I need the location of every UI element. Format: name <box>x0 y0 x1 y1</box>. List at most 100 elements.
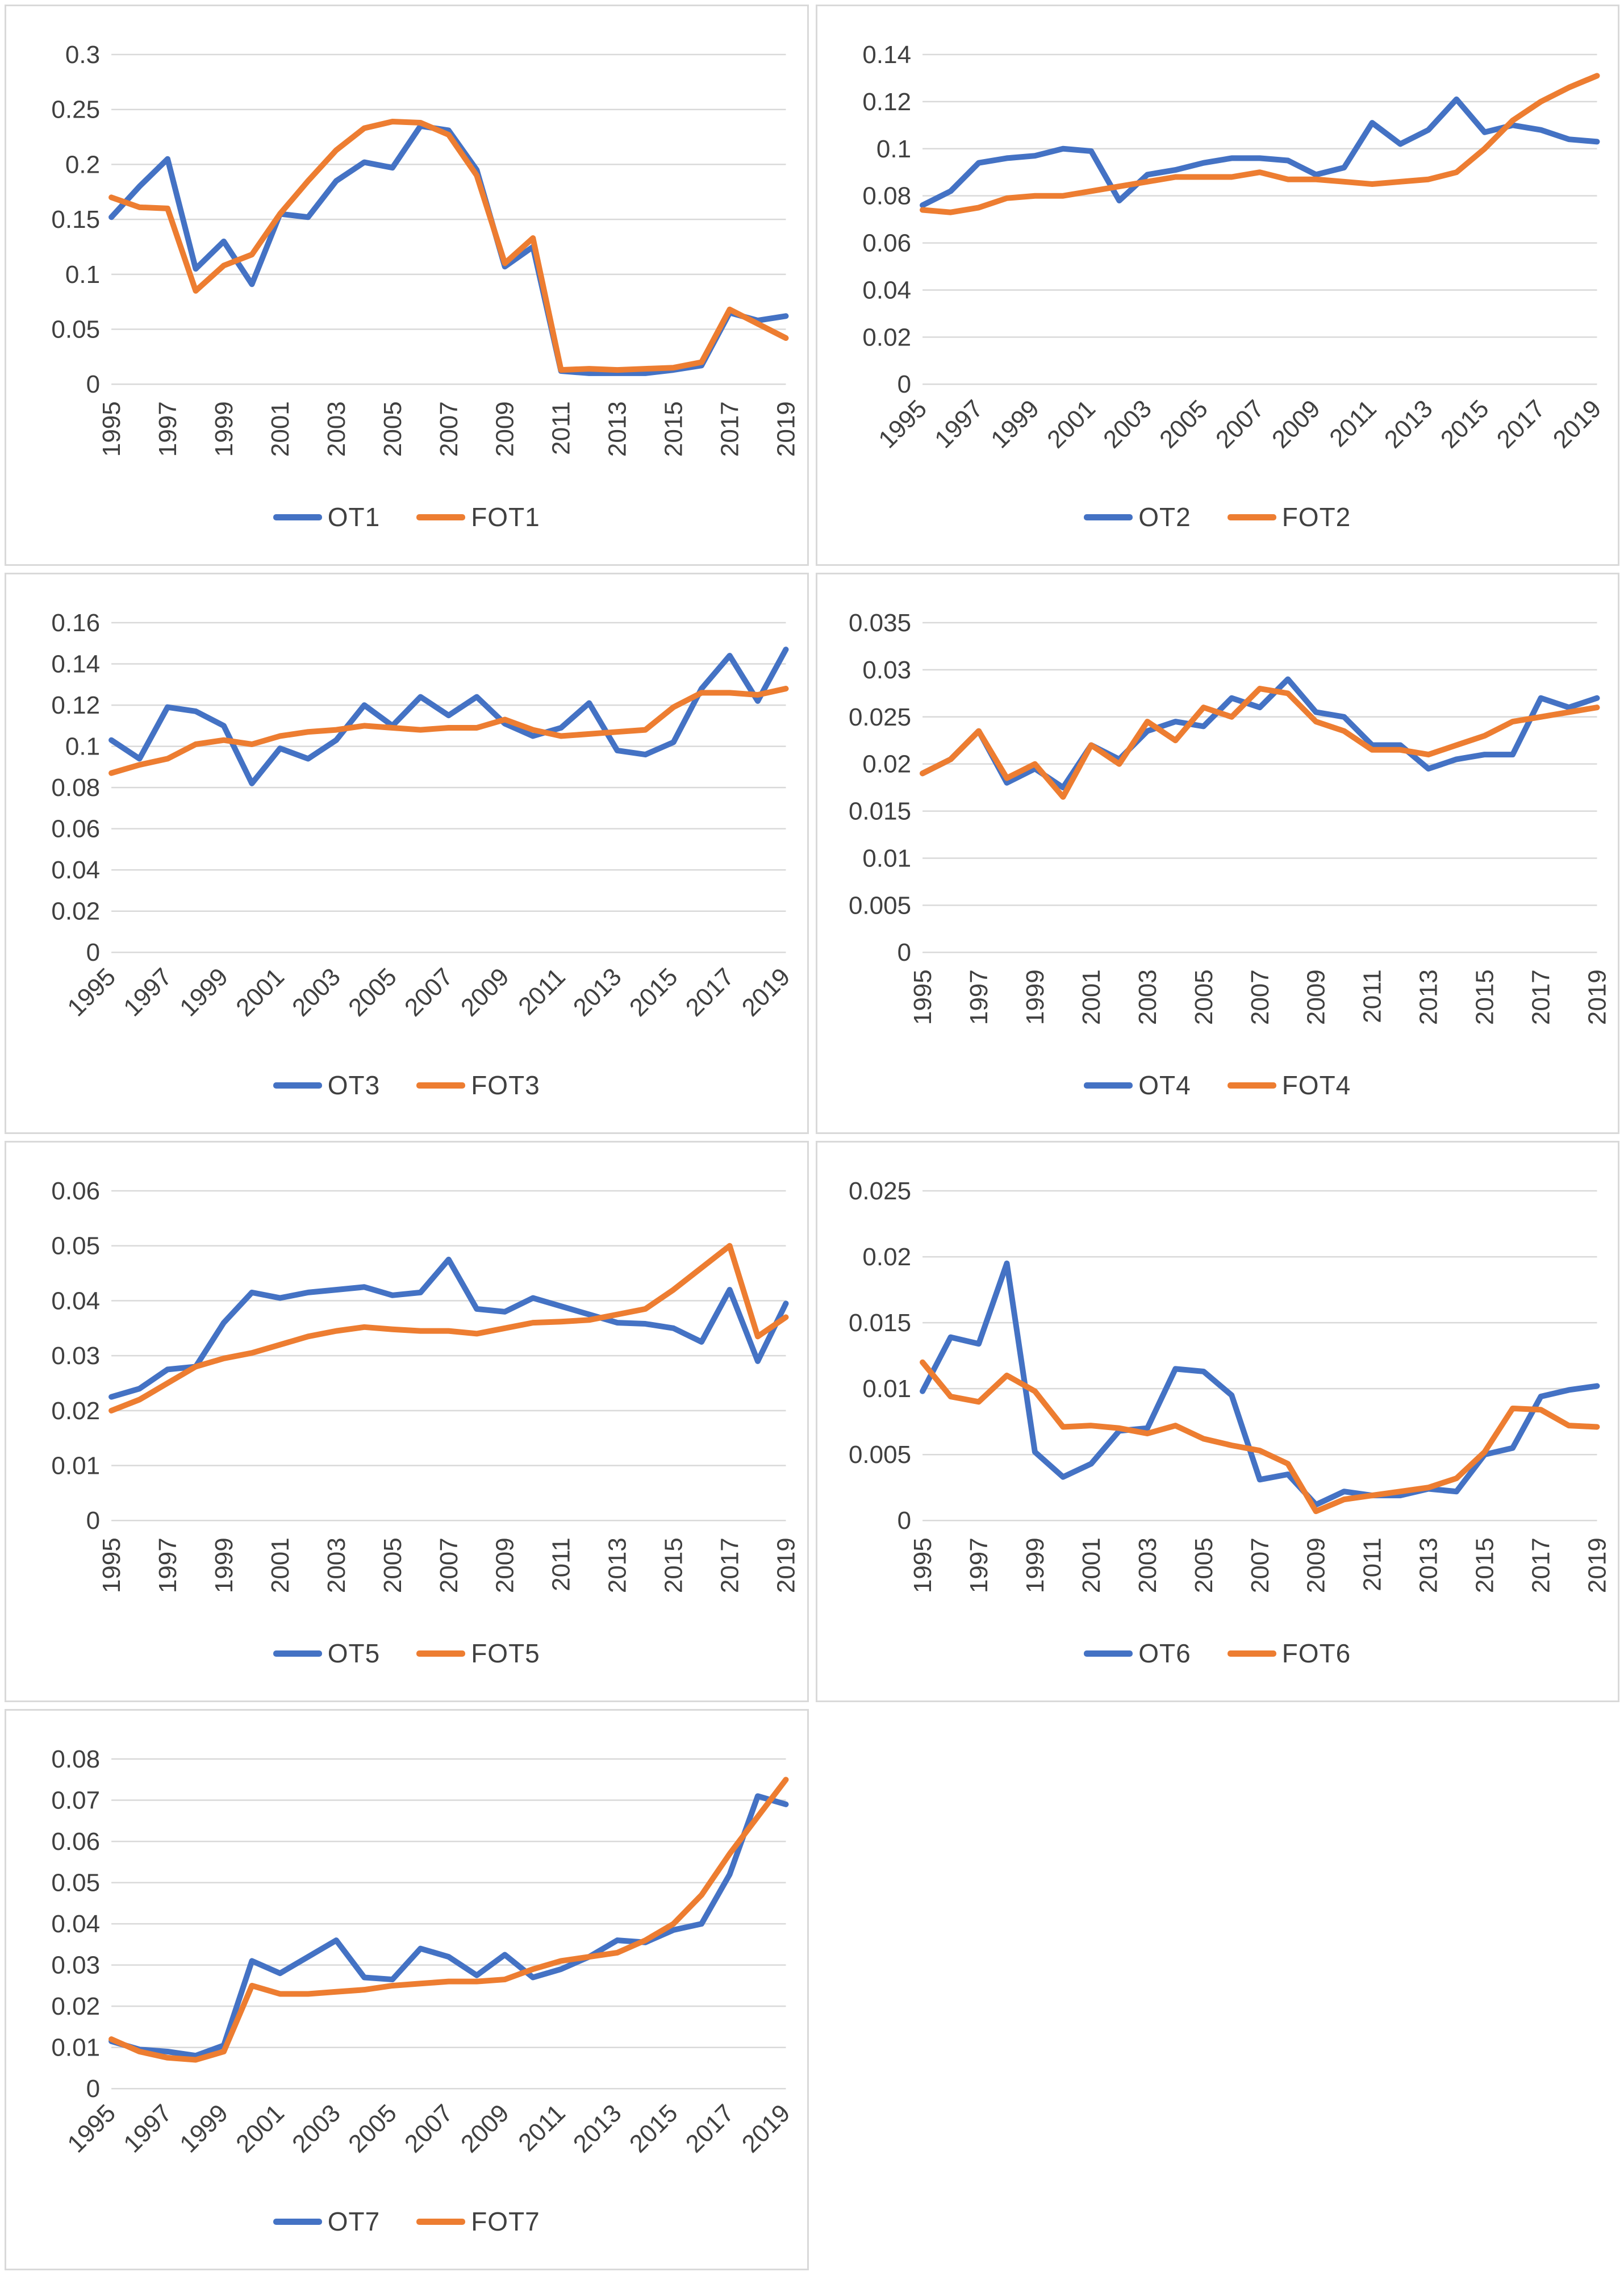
legend-line-swatch <box>273 514 322 520</box>
x-tick-label: 2009 <box>491 401 519 457</box>
y-tick-label: 0.08 <box>51 774 100 802</box>
line-chart-7: 0 0.01 0.02 0.03 0.04 0.05 0.06 0.07 0.08 1995 199… <box>5 1709 809 2270</box>
x-tick-label: 2017 <box>716 401 744 457</box>
plot-area: 0 0.005 0.01 0.015 0.02 0.025 1995 1997 1999 2001… <box>848 1177 1611 1593</box>
x-tick-label: 2001 <box>231 2099 290 2158</box>
x-tick-label: 2009 <box>1266 395 1325 454</box>
x-tick-label: 1997 <box>929 395 988 454</box>
x-tick-label: 2007 <box>435 401 463 457</box>
y-tick-label: 0.02 <box>51 1992 100 2020</box>
y-tick-label: 0.03 <box>51 1952 100 1979</box>
series-line-FOT3 <box>108 686 789 776</box>
legend-label: FOT5 <box>471 1639 540 1669</box>
legend-label: OT7 <box>327 2207 381 2237</box>
y-tick-label: 0.14 <box>862 41 911 69</box>
y-tick-label: 0.1 <box>65 261 100 289</box>
y-tick-label: 0.005 <box>848 891 911 919</box>
y-tick-label: 0.015 <box>848 798 911 826</box>
x-tick-label: 1995 <box>98 1537 126 1593</box>
series-line-FOT2 <box>919 73 1600 215</box>
y-tick-label: 0.05 <box>51 1232 100 1260</box>
x-tick-label: 1997 <box>154 401 182 457</box>
y-tick-label: 0.12 <box>862 88 911 116</box>
legend-item-OT7: OT7 <box>273 2206 380 2237</box>
y-tick-label: 0.02 <box>51 1397 100 1425</box>
x-tick-label: 2015 <box>660 1537 688 1593</box>
y-tick-label: 0.04 <box>51 1287 100 1315</box>
x-tick-label: 2007 <box>399 963 458 1022</box>
y-tick-label: 0.04 <box>51 1910 100 1938</box>
legend-label: FOT3 <box>471 1070 540 1101</box>
x-tick-label: 2009 <box>491 1537 519 1593</box>
x-tick-label: 2015 <box>1435 395 1494 454</box>
x-tick-label: 2013 <box>604 1537 632 1593</box>
x-tick-label: 2003 <box>287 2099 346 2158</box>
x-tick-label: 1999 <box>1021 1537 1049 1593</box>
x-tick-label: 1995 <box>62 963 121 1022</box>
x-tick-label: 1997 <box>965 969 993 1025</box>
x-tick-label: 2001 <box>266 401 294 457</box>
legend-item-OT5: OT5 <box>273 1638 380 1669</box>
y-tick-label: 0.3 <box>65 41 100 69</box>
legend-label: OT5 <box>327 1639 381 1669</box>
y-tick-label: 0 <box>897 370 911 398</box>
legend-line-swatch <box>1227 514 1276 520</box>
legend-item-OT4: OT4 <box>1084 1070 1191 1101</box>
x-tick-label: 2015 <box>1471 1537 1498 1593</box>
y-tick-label: 0 <box>86 1507 100 1535</box>
x-tick-label: 2017 <box>1527 969 1555 1025</box>
x-tick-label: 2019 <box>772 401 800 457</box>
x-tick-label: 2001 <box>266 1537 294 1593</box>
line-chart-5: 0 0.01 0.02 0.03 0.04 0.05 0.06 1995 1997 1999 200… <box>5 1141 809 1702</box>
y-tick-label: 0.02 <box>862 1243 911 1271</box>
y-tick-label: 0.02 <box>862 751 911 778</box>
plot-area: 00.010.020.030.040.050.060.070.081995199… <box>51 1745 796 2158</box>
legend-item-OT1: OT1 <box>273 502 380 532</box>
x-tick-label: 2011 <box>513 2099 571 2157</box>
legend: OT4 FOT4 <box>817 1070 1618 1101</box>
legend-item-OT3: OT3 <box>273 1070 380 1101</box>
y-tick-label: 0.02 <box>51 898 100 926</box>
plot-area: 0 0.01 0.02 0.03 0.04 0.05 0.06 1995 1997 1999 200… <box>51 1177 800 1593</box>
legend-label: FOT7 <box>471 2207 540 2237</box>
x-tick-label: 2019 <box>1583 1537 1611 1593</box>
legend-line-swatch <box>273 1082 322 1089</box>
legend-line-swatch <box>1084 1650 1133 1657</box>
x-tick-label: 1999 <box>174 963 233 1022</box>
series-line-OT1 <box>108 123 789 376</box>
plot-area: 0 0.05 0.1 0.15 0.2 0.25 0.3 1995 1997 1999 2001 20… <box>51 41 800 457</box>
legend: OT3 FOT3 <box>6 1070 807 1101</box>
y-tick-label: 0 <box>86 370 100 398</box>
x-tick-label: 2003 <box>323 1537 350 1593</box>
series-line-OT7 <box>108 1793 789 2059</box>
x-tick-label: 2015 <box>1471 969 1498 1025</box>
legend-label: OT6 <box>1138 1639 1191 1669</box>
x-tick-label: 2019 <box>737 2099 796 2158</box>
x-tick-label: 2001 <box>1042 395 1101 454</box>
y-tick-label: 0.05 <box>51 1869 100 1897</box>
y-tick-label: 0.005 <box>848 1441 911 1469</box>
y-tick-label: 0 <box>897 939 911 966</box>
y-tick-label: 0.03 <box>862 656 911 684</box>
x-tick-label: 2003 <box>1133 969 1161 1025</box>
y-tick-label: 0.01 <box>51 2034 100 2062</box>
x-tick-label: 2015 <box>624 963 683 1022</box>
x-tick-label: 2017 <box>681 2099 740 2158</box>
x-tick-label: 1995 <box>909 1537 937 1593</box>
legend-label: FOT6 <box>1281 1639 1351 1669</box>
series-line-OT5 <box>108 1256 789 1400</box>
y-tick-label: 0.07 <box>51 1787 100 1815</box>
legend-line-swatch <box>273 2218 322 2225</box>
y-tick-label: 0.2 <box>65 151 100 178</box>
line-chart-2: 0 0.02 0.04 0.06 0.08 0.1 0.12 0.14 1995 1997 1999… <box>815 5 1619 566</box>
x-tick-label: 1997 <box>965 1537 993 1593</box>
x-tick-label: 2015 <box>660 401 688 457</box>
x-tick-label: 2013 <box>1379 395 1438 454</box>
legend-line-swatch <box>273 1650 322 1657</box>
series-line-OT3 <box>108 647 789 786</box>
x-tick-label: 2019 <box>772 1537 800 1593</box>
x-tick-label: 2011 <box>1358 1537 1386 1591</box>
legend-item-FOT3: FOT3 <box>416 1070 540 1101</box>
legend-item-FOT7: FOT7 <box>416 2206 540 2237</box>
